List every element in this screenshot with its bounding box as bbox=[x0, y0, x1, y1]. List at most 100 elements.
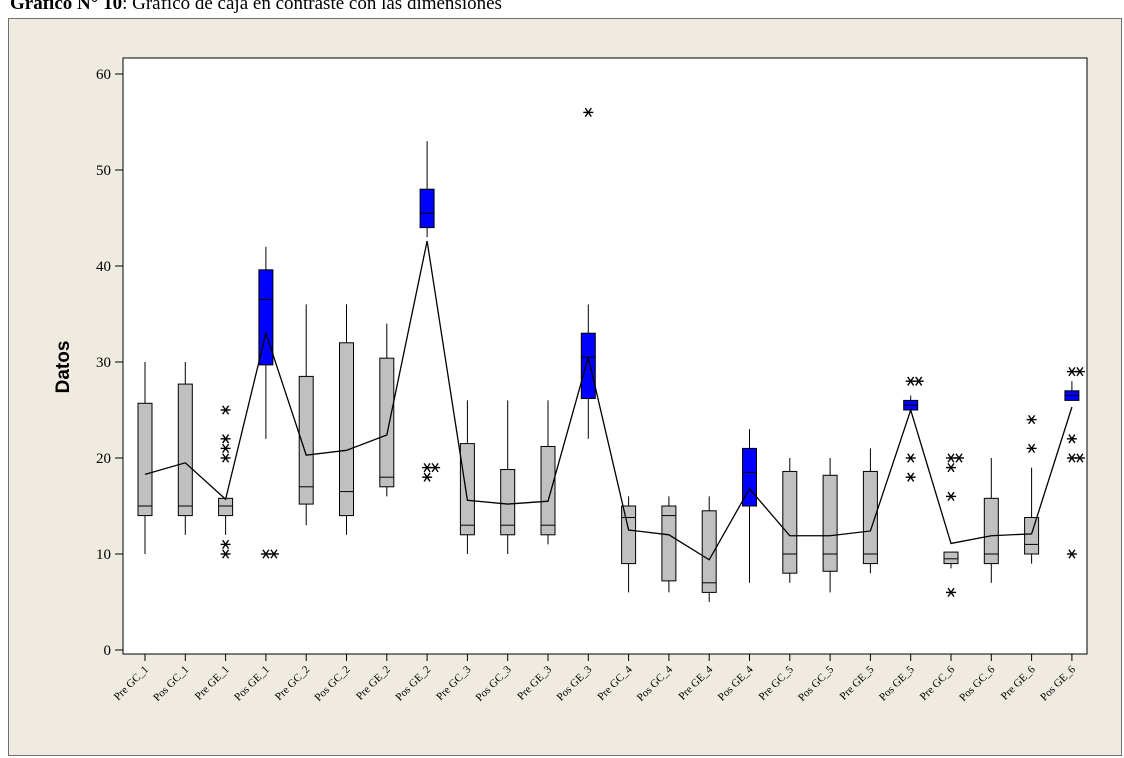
outlier-marker bbox=[1026, 414, 1037, 425]
outlier-stroke bbox=[915, 376, 923, 386]
iqr-box bbox=[137, 402, 153, 517]
outlier-stroke bbox=[431, 462, 439, 473]
x-tick-label: Pre GC_1 bbox=[112, 664, 151, 703]
x-tick-label: Pre GE_2 bbox=[354, 664, 393, 703]
outlier-marker bbox=[220, 405, 231, 415]
box-15 bbox=[701, 496, 717, 602]
box-24 bbox=[1064, 366, 1085, 559]
iqr-box bbox=[983, 497, 999, 565]
outlier-stroke bbox=[270, 549, 278, 559]
box-6 bbox=[339, 304, 354, 535]
x-tick-label: Pos GE_1 bbox=[232, 664, 272, 704]
x-tick-label: Pos GC_2 bbox=[312, 664, 352, 704]
outlier-stroke bbox=[1068, 366, 1076, 377]
box-11 bbox=[540, 400, 556, 545]
box-14 bbox=[661, 496, 677, 593]
x-tick-label: Pre GC_4 bbox=[595, 663, 635, 703]
y-tick-label: 30 bbox=[96, 355, 111, 371]
x-tick-label: Pre GC_5 bbox=[757, 663, 797, 703]
outlier-stroke bbox=[947, 462, 955, 473]
x-tick-label: Pos GE_2 bbox=[393, 664, 433, 704]
outlier-marker bbox=[220, 443, 231, 454]
outlier-stroke bbox=[222, 453, 230, 463]
iqr-box bbox=[339, 342, 354, 517]
outlier-marker bbox=[220, 539, 231, 550]
outlier-stroke bbox=[907, 376, 915, 386]
iqr-box bbox=[862, 470, 878, 565]
outlier-marker bbox=[583, 107, 594, 118]
outlier-stroke bbox=[947, 453, 955, 463]
x-tick-label: Pos GE_4 bbox=[716, 663, 756, 703]
x-tick-label: Pos GC_5 bbox=[796, 663, 837, 704]
outlier-stroke bbox=[955, 453, 963, 463]
mean-connect-line-group bbox=[144, 240, 1073, 561]
outlier-stroke bbox=[262, 549, 270, 559]
box-23 bbox=[1024, 414, 1040, 564]
outlier-stroke bbox=[1068, 434, 1076, 444]
y-axis: 0 10 20 30 40 50 60 bbox=[96, 67, 123, 659]
y-tick-label: 0 bbox=[104, 643, 112, 659]
x-tick-label: Pos GC_1 bbox=[151, 664, 191, 704]
iqr-box bbox=[782, 470, 798, 574]
y-tick-label: 60 bbox=[96, 67, 111, 83]
outlier-marker bbox=[905, 453, 916, 463]
outlier-stroke bbox=[423, 462, 431, 473]
iqr-box bbox=[621, 505, 637, 565]
iqr-box bbox=[218, 497, 234, 517]
box-5 bbox=[298, 304, 314, 526]
y-tick-label: 10 bbox=[96, 547, 111, 563]
iqr-box bbox=[298, 375, 314, 505]
x-tick-label: Pre GC_3 bbox=[434, 663, 474, 703]
outlier-marker bbox=[1074, 453, 1085, 463]
iqr-box bbox=[742, 447, 757, 507]
iqr-box bbox=[1024, 517, 1040, 555]
box-17 bbox=[782, 458, 798, 583]
outlier-stroke bbox=[1076, 366, 1084, 377]
box-18 bbox=[822, 458, 838, 593]
iqr-box bbox=[500, 469, 516, 536]
chart-frame: Datos 0 10 20 30 40 50 60 Pre GC_1 Pos GC_1 Pre … bbox=[8, 18, 1122, 756]
outlier-marker bbox=[220, 434, 231, 444]
outlier-stroke bbox=[222, 443, 230, 454]
outlier-stroke bbox=[1068, 549, 1076, 559]
iqr-box bbox=[459, 443, 475, 536]
outlier-stroke bbox=[907, 453, 915, 463]
figure-caption: Gráfico N° 10: Gráfico de caja en contra… bbox=[10, 0, 502, 15]
outlier-stroke bbox=[1076, 453, 1084, 463]
box-4 bbox=[258, 246, 279, 559]
outlier-marker bbox=[905, 472, 916, 482]
iqr-box bbox=[177, 383, 193, 517]
box-2 bbox=[177, 362, 193, 535]
box-16 bbox=[742, 429, 757, 583]
x-tick-label: Pre GE_5 bbox=[838, 663, 877, 702]
x-tick-label: Pre GC_6 bbox=[918, 663, 958, 703]
x-tick-label: Pos GC_4 bbox=[635, 663, 676, 704]
caption-text: : Gráfico de caja en contraste con las d… bbox=[122, 0, 502, 14]
outlier-marker bbox=[1074, 366, 1085, 377]
outlier-marker bbox=[268, 549, 279, 559]
outlier-marker bbox=[954, 453, 964, 463]
outlier-stroke bbox=[222, 549, 230, 559]
iqr-box bbox=[661, 505, 677, 582]
outlier-stroke bbox=[1028, 414, 1036, 425]
x-axis: Pre GC_1 Pos GC_1 Pre GE_1 Pos GE_1 Pre GC_2… bbox=[112, 654, 1078, 704]
x-tick-label: Pre GE_3 bbox=[515, 663, 554, 702]
x-tick-label: Pre GC_2 bbox=[273, 664, 312, 703]
outlier-marker bbox=[946, 587, 956, 598]
outlier-stroke bbox=[222, 539, 230, 550]
box-9 bbox=[459, 400, 475, 554]
x-tick-label: Pos GE_6 bbox=[1038, 663, 1078, 703]
outlier-stroke bbox=[947, 491, 955, 502]
outlier-stroke bbox=[1068, 453, 1076, 463]
y-axis-label: Datos bbox=[53, 341, 74, 394]
box-1 bbox=[137, 362, 153, 554]
outlier-marker bbox=[422, 472, 433, 482]
x-tick-label: Pre GE_6 bbox=[999, 663, 1038, 702]
outlier-stroke bbox=[1028, 443, 1036, 454]
outlier-marker bbox=[220, 453, 231, 463]
outlier-marker bbox=[430, 462, 441, 473]
x-tick-label: Pre GE_1 bbox=[193, 664, 232, 703]
box-13 bbox=[621, 496, 637, 593]
x-tick-label: Pos GC_6 bbox=[957, 663, 998, 704]
outlier-marker bbox=[913, 376, 924, 386]
